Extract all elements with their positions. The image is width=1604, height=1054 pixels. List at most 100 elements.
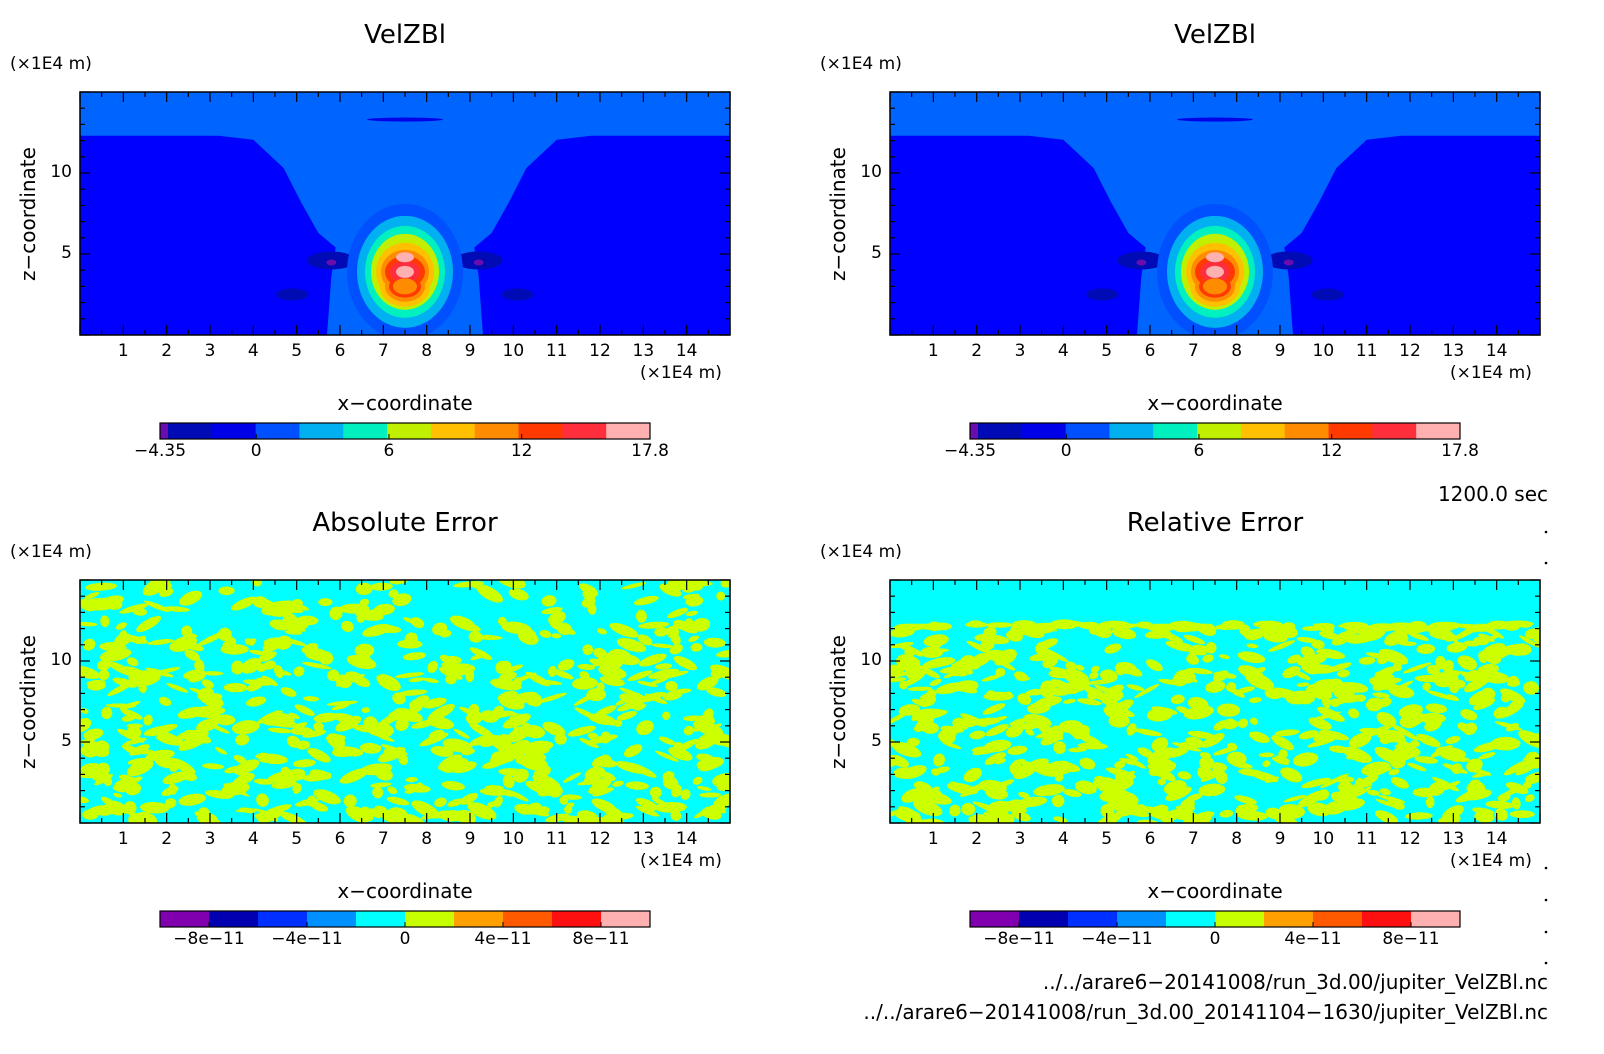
colorbar-segment [970,911,1020,927]
colorbar-tick-label: −4e−11 [1081,929,1153,949]
colorbar-segment [1166,911,1216,927]
colorbar-segment [1264,911,1314,927]
panel-top-left [79,91,731,336]
marker-dot [1544,961,1548,965]
y-tick-label: 5 [871,243,882,263]
chart-title: VelZBl [364,20,446,50]
x-tick-label: 13 [1442,829,1465,849]
colorbar-tick-label: 8e−11 [572,929,630,949]
x-tick-label: 13 [632,829,655,849]
x-tick-label: 13 [632,341,655,361]
colorbar-segment [1313,911,1363,927]
y-unit-label: (×1E4 m) [820,542,902,562]
colorbar-tick-label: −8e−11 [173,929,245,949]
colorbar-segment [970,423,979,439]
y-tick-label: 10 [860,162,882,182]
y-unit-label: (×1E4 m) [10,542,92,562]
colorbar-segment [606,423,651,439]
contour-field [80,92,730,335]
x-tick-label: 2 [971,829,983,849]
colorbar-segment [1153,423,1198,439]
colorbar-segment [1197,423,1242,439]
time-label: 1200.0 sec [1437,482,1548,506]
x-tick-label: 9 [464,341,476,361]
chart-title: Relative Error [1126,508,1304,538]
x-tick-label: 5 [1101,829,1113,849]
x-tick-label: 9 [1274,829,1286,849]
colorbar [159,422,651,440]
x-tick-label: 14 [1485,341,1508,361]
colorbar-tick-label: 12 [510,441,533,461]
y-axis-label: z−coordinate [16,146,40,281]
colorbar-segment [503,911,553,927]
colorbar-tick-label: 8e−11 [1382,929,1440,949]
x-tick-label: 6 [1144,341,1156,361]
y-tick-label: 10 [50,162,72,182]
colorbar-segment [1215,911,1265,927]
colorbar-segment [356,911,406,927]
x-tick-label: 4 [247,829,259,849]
x-tick-label: 1 [117,829,129,849]
colorbar-segment [1117,911,1167,927]
marker-dot [1544,930,1548,934]
colorbar-segment [518,423,563,439]
colorbar-segment [299,423,344,439]
colorbar-segment [160,911,210,927]
colorbar-tick-label: 17.8 [1441,441,1479,461]
x-tick-label: 10 [502,341,525,361]
y-unit-label: (×1E4 m) [820,54,902,74]
x-tick-label: 10 [1312,341,1335,361]
x-tick-label: 12 [589,341,611,361]
x-tick-label: 12 [1399,829,1421,849]
x-tick-label: 14 [1485,829,1508,849]
x-tick-label: 9 [1274,341,1286,361]
colorbar-tick-label: 0 [250,441,262,461]
colorbar-tick-label: 6 [1193,441,1205,461]
colorbar-segment [1019,911,1069,927]
x-tick-label: 13 [1442,341,1465,361]
chart-title: VelZBl [1174,20,1256,50]
y-tick-label: 10 [50,650,72,670]
y-tick-label: 5 [61,731,72,751]
marker-dot [1544,898,1548,902]
y-axis-label: z−coordinate [826,146,850,281]
colorbar-tick-label: 0 [1209,929,1221,949]
colorbar-segment [343,423,388,439]
y-tick-label: 10 [860,650,882,670]
colorbar-tick-label: −4.35 [133,441,187,461]
x-tick-label: 2 [971,341,983,361]
x-tick-label: 8 [1231,829,1243,849]
x-tick-label: 4 [1057,829,1069,849]
x-tick-label: 11 [545,341,568,361]
marker-dot [1544,561,1548,565]
x-tick-label: 2 [161,341,173,361]
colorbar [969,910,1461,928]
x-tick-label: 1 [927,341,939,361]
x-tick-label: 11 [1355,829,1378,849]
colorbar-segment [1411,911,1461,927]
colorbar-segment [211,423,257,439]
colorbar-segment [168,423,213,439]
x-tick-label: 11 [1355,341,1378,361]
colorbar-tick-label: −4e−11 [271,929,343,949]
x-tick-label: 7 [377,829,389,849]
colorbar-segment [387,423,432,439]
colorbar-segment [1328,423,1373,439]
x-tick-label: 10 [1312,829,1335,849]
contour-field [80,580,730,823]
x-tick-label: 12 [589,829,611,849]
colorbar-segment [209,911,259,927]
colorbar-segment [562,423,607,439]
colorbar-segment [1021,423,1067,439]
x-tick-label: 5 [291,341,303,361]
x-axis-label: x−coordinate [1147,391,1283,415]
y-unit-label: (×1E4 m) [10,54,92,74]
colorbar-segment [1109,423,1154,439]
x-tick-label: 2 [161,829,173,849]
colorbar-segment [1362,911,1412,927]
x-tick-label: 14 [675,829,698,849]
colorbar [969,422,1461,440]
panel-bottom-right [889,579,1541,824]
x-tick-label: 14 [675,341,698,361]
y-axis-label: z−coordinate [826,634,850,769]
